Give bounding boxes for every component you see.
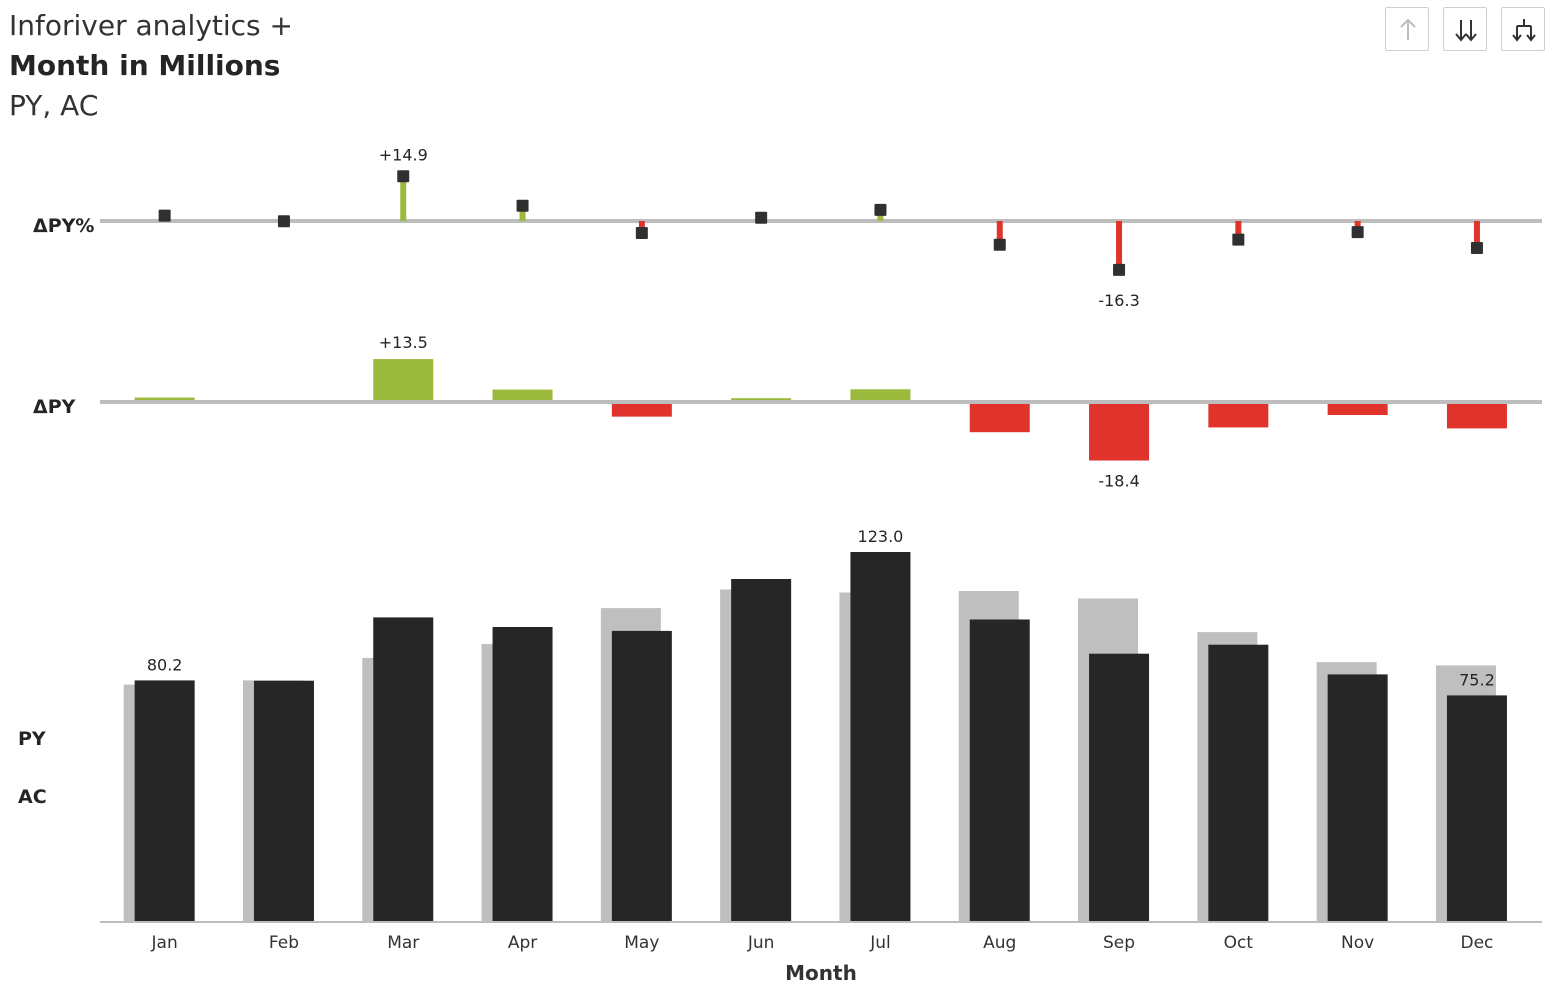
x-tick-sep: Sep (1103, 933, 1135, 953)
x-tick-may: May (624, 933, 659, 953)
ac-bar-feb (253, 680, 314, 921)
ac-bar-mar (373, 617, 434, 921)
delta-py-pct-marker-oct (1232, 233, 1245, 246)
delta-py-bar-oct (1208, 402, 1269, 428)
double-arrow-down-icon (1455, 20, 1477, 42)
ac-bar-dec (1446, 695, 1507, 921)
delta-py-bar-nov (1327, 402, 1388, 416)
expand-next-level-button[interactable] (1443, 7, 1487, 51)
delta-py-bar-dec (1446, 402, 1507, 429)
x-tick-oct: Oct (1224, 933, 1254, 953)
ac-bar-sep (1089, 653, 1150, 921)
delta-py-pct-marker-nov (1351, 226, 1364, 239)
row-label-py: PY (18, 728, 46, 750)
delta-py-bar-may (611, 402, 672, 417)
row-label-ac: AC (18, 786, 47, 808)
delta-py-pct-marker-sep (1113, 263, 1126, 276)
x-tick-feb: Feb (269, 933, 299, 953)
x-tick-nov: Nov (1341, 933, 1374, 953)
drill-up-button[interactable] (1385, 7, 1429, 51)
delta-py-pct-marker-jun (755, 211, 768, 224)
delta-py-bar-sep (1089, 402, 1150, 461)
chart-measures: PY, AC (9, 89, 99, 122)
ac-bar-nov (1327, 674, 1388, 921)
delta-py-pct-panel: +14.9 -16.3 (100, 145, 1542, 310)
x-tick-jun: Jun (747, 933, 775, 953)
ac-label-jan: 80.2 (147, 655, 183, 674)
x-tick-apr: Apr (508, 933, 537, 953)
delta-py-pct-marker-aug (993, 238, 1006, 251)
drill-down-button[interactable] (1501, 7, 1545, 51)
chart-title: Inforiver analytics + (9, 9, 294, 42)
delta-py-pct-label-mar: +14.9 (379, 145, 428, 164)
delta-py-pct-marker-apr (516, 199, 529, 212)
x-tick-jan: Jan (151, 933, 178, 953)
drill-down-icon (1512, 19, 1536, 42)
ac-bar-may (611, 630, 672, 921)
x-axis-title: Month (785, 961, 857, 985)
x-tick-mar: Mar (387, 933, 419, 953)
delta-py-pct-marker-may (635, 227, 648, 239)
delta-py-pct-marker-feb (277, 215, 290, 228)
delta-py-bar-mar (373, 359, 434, 402)
x-tick-dec: Dec (1460, 933, 1493, 953)
ac-bar-aug (969, 619, 1030, 921)
ac-label-jul: 123.0 (858, 527, 904, 546)
delta-py-bar-jul (850, 389, 911, 402)
ac-bar-jun (731, 579, 792, 921)
delta-py-pct-label-sep: -16.3 (1098, 291, 1139, 310)
ac-bar-jan (134, 680, 195, 921)
ac-label-dec: 75.2 (1459, 670, 1495, 689)
delta-py-label-mar: +13.5 (379, 333, 428, 352)
delta-py-pct-marker-jan (158, 209, 171, 222)
delta-py-pct-marker-jul (874, 203, 887, 216)
delta-py-pct-marker-mar (397, 170, 410, 183)
delta-py-bar-jan (134, 397, 195, 402)
x-tick-aug: Aug (983, 933, 1016, 953)
row-label-delta-py: ΔPY (33, 396, 76, 418)
title-block: Inforiver analytics + Month in Millions … (9, 6, 293, 126)
row-label-delta-py-pct: ΔPY% (33, 215, 94, 237)
chart-subtitle: Month in Millions (9, 49, 281, 82)
delta-py-label-sep: -18.4 (1098, 472, 1139, 491)
arrow-up-icon (1400, 18, 1416, 40)
ac-bar-oct (1208, 644, 1269, 921)
py-ac-panel: Jan Feb Mar Apr May Jun Jul Aug Sep Oct Nov Dec 80.2… (100, 527, 1542, 953)
delta-py-panel: +13.5 -18.4 (100, 333, 1542, 491)
delta-py-bar-aug (969, 402, 1030, 433)
x-tick-jul: Jul (869, 933, 891, 953)
delta-py-bar-apr (492, 389, 553, 402)
ac-bar-jul (850, 552, 911, 921)
delta-py-pct-marker-dec (1470, 242, 1483, 254)
ac-bar-apr (492, 627, 553, 921)
